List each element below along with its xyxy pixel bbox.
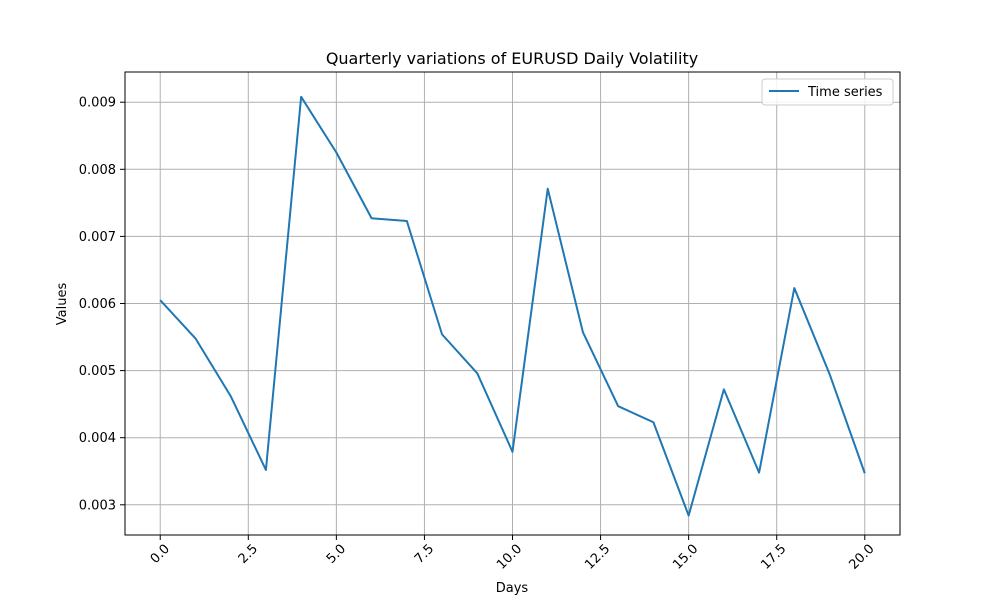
x-axis-label: Days — [496, 581, 529, 596]
grid-layer — [125, 72, 900, 535]
x-tick-label: 17.5 — [758, 542, 789, 573]
series-layer — [159, 95, 866, 517]
y-tick-label: 0.003 — [79, 498, 116, 513]
y-tick-label: 0.004 — [79, 431, 116, 446]
y-tick-label: 0.008 — [79, 163, 116, 178]
legend-label: Time series — [807, 85, 883, 100]
x-tick-label: 0.0 — [148, 542, 173, 567]
y-tick-label: 0.006 — [79, 297, 116, 312]
chart-title: Quarterly variations of EURUSD Daily Vol… — [326, 49, 698, 68]
tick-layer: 0.0 2.5 5.0 7.5 10.0 12.5 15.0 17.5 20.0 0.003 0.0… — [79, 96, 878, 573]
x-tick-label: 12.5 — [582, 542, 613, 573]
y-axis-label: Values — [55, 283, 70, 326]
x-tick-label: 15.0 — [670, 542, 701, 573]
legend-box — [761, 78, 894, 106]
series-line — [159, 95, 866, 517]
x-tick-label: 20.0 — [846, 542, 877, 573]
y-tick-label: 0.005 — [79, 364, 116, 379]
x-tick-label: 7.5 — [412, 542, 437, 567]
y-tick-label: 0.009 — [79, 96, 116, 111]
x-tick-label: 10.0 — [494, 542, 525, 573]
x-tick-label: 2.5 — [236, 542, 261, 567]
legend: Time series — [761, 78, 894, 106]
y-tick-label: 0.007 — [79, 230, 116, 245]
x-tick-label: 5.0 — [324, 542, 349, 567]
